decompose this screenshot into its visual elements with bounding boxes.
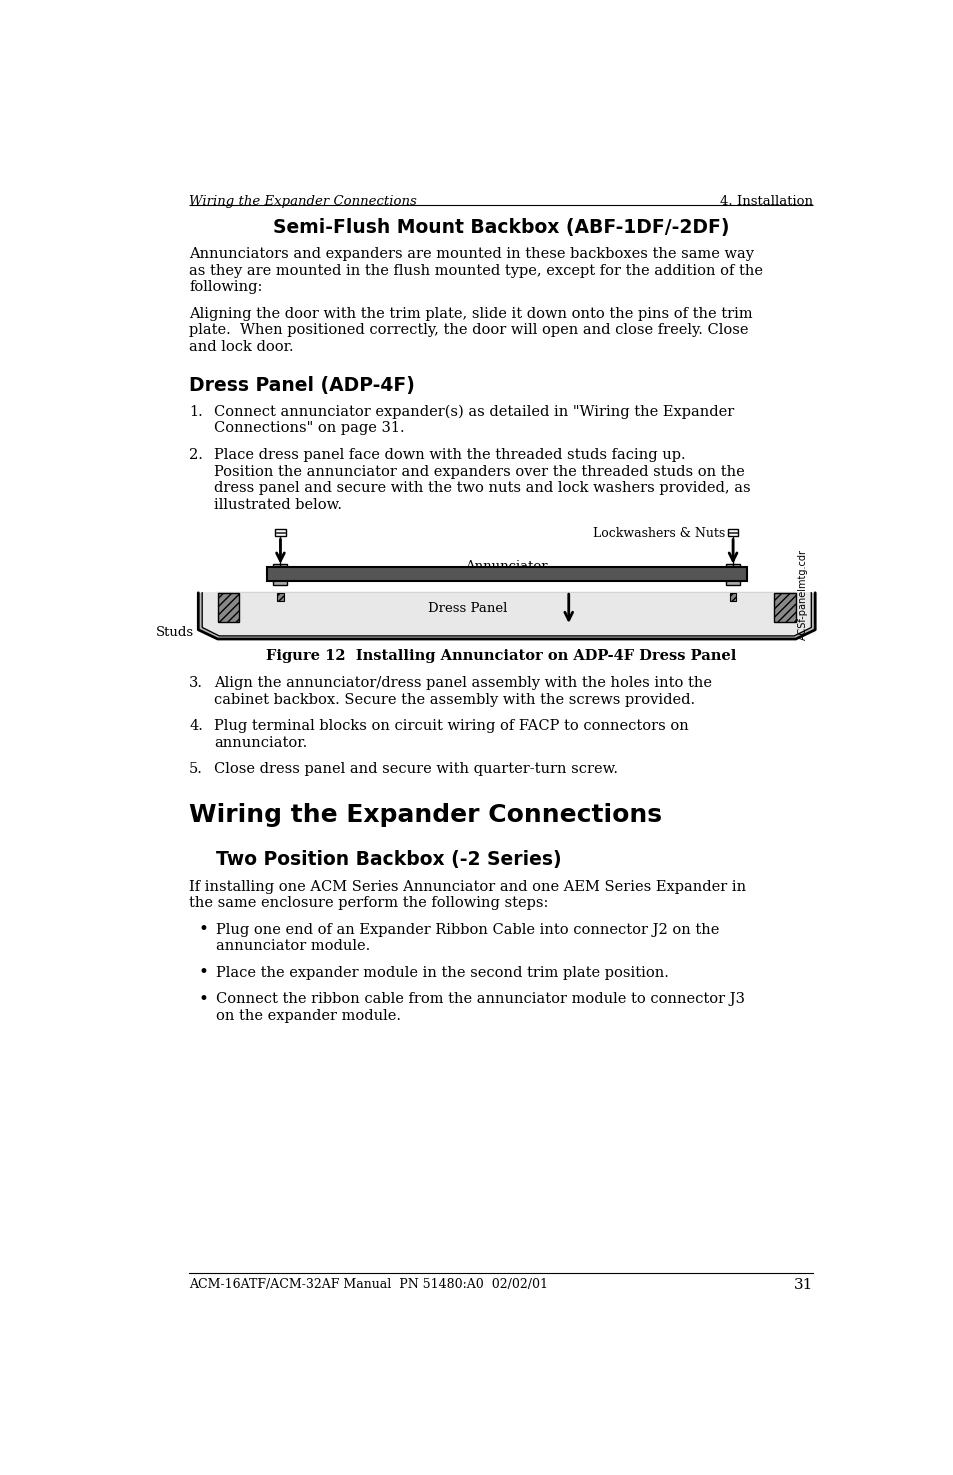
Bar: [217, 593, 795, 622]
Text: the same enclosure perform the following steps:: the same enclosure perform the following…: [189, 897, 548, 910]
Text: following:: following:: [189, 280, 262, 294]
Text: on the expander module.: on the expander module.: [216, 1009, 400, 1024]
Bar: [727, 530, 738, 535]
Bar: [266, 568, 746, 581]
Text: Position the annunciator and expanders over the threaded studs on the: Position the annunciator and expanders o…: [213, 465, 743, 478]
Bar: [217, 593, 239, 622]
Text: Semi-Flush Mount Backbox (ABF-1DF/-2DF): Semi-Flush Mount Backbox (ABF-1DF/-2DF): [273, 218, 728, 237]
Text: Studs: Studs: [156, 625, 194, 639]
Text: Wiring the Expander Connections: Wiring the Expander Connections: [189, 802, 661, 826]
Text: cabinet backbox. Secure the assembly with the screws provided.: cabinet backbox. Secure the assembly wit…: [213, 693, 694, 707]
Text: Align the annunciator/dress panel assembly with the holes into the: Align the annunciator/dress panel assemb…: [213, 676, 711, 690]
Text: 5.: 5.: [189, 763, 203, 776]
Text: •: •: [198, 965, 208, 981]
Text: Lockwashers & Nuts: Lockwashers & Nuts: [593, 528, 724, 540]
Text: 4. Installation: 4. Installation: [720, 195, 812, 208]
Text: Place dress panel face down with the threaded studs facing up.: Place dress panel face down with the thr…: [213, 448, 684, 462]
Text: 2.: 2.: [189, 448, 203, 462]
Polygon shape: [202, 593, 810, 636]
Bar: [773, 593, 795, 622]
Text: Wiring the Expander Connections: Wiring the Expander Connections: [189, 195, 416, 208]
Text: annunciator.: annunciator.: [213, 736, 307, 749]
Bar: [729, 593, 736, 600]
Text: 1.: 1.: [189, 406, 203, 419]
Text: Dress Panel: Dress Panel: [428, 602, 507, 615]
Text: and lock door.: and lock door.: [189, 339, 294, 354]
Text: annunciator module.: annunciator module.: [216, 940, 370, 953]
Text: dress panel and secure with the two nuts and lock washers provided, as: dress panel and secure with the two nuts…: [213, 481, 750, 496]
Text: Annunciators and expanders are mounted in these backboxes the same way: Annunciators and expanders are mounted i…: [189, 248, 753, 261]
Text: 31: 31: [793, 1279, 812, 1292]
Text: Figure 12  Installing Annunciator on ADP-4F Dress Panel: Figure 12 Installing Annunciator on ADP-…: [266, 649, 736, 662]
Bar: [729, 593, 736, 600]
Text: 4.: 4.: [189, 720, 203, 733]
Text: Annunciator: Annunciator: [465, 559, 547, 572]
Text: as they are mounted in the flush mounted type, except for the addition of the: as they are mounted in the flush mounted…: [189, 264, 762, 277]
Bar: [277, 593, 283, 600]
Bar: [274, 563, 287, 586]
Bar: [773, 593, 795, 622]
Text: Two Position Backbox (-2 Series): Two Position Backbox (-2 Series): [216, 851, 561, 869]
Text: ACSf-panelmtg.cdr: ACSf-panelmtg.cdr: [797, 549, 807, 640]
Text: Aligning the door with the trim plate, slide it down onto the pins of the trim: Aligning the door with the trim plate, s…: [189, 307, 752, 320]
Text: plate.  When positioned correctly, the door will open and close freely. Close: plate. When positioned correctly, the do…: [189, 323, 748, 338]
Bar: [274, 530, 286, 535]
Text: Connect the ribbon cable from the annunciator module to connector J3: Connect the ribbon cable from the annunc…: [216, 993, 744, 1006]
Text: •: •: [198, 991, 208, 1007]
Text: 3.: 3.: [189, 676, 203, 690]
Text: Connections" on page 31.: Connections" on page 31.: [213, 422, 404, 435]
Text: ACM-16ATF/ACM-32AF Manual  PN 51480:A0  02/02/01: ACM-16ATF/ACM-32AF Manual PN 51480:A0 02…: [189, 1279, 547, 1291]
Bar: [217, 593, 239, 622]
Text: If installing one ACM Series Annunciator and one AEM Series Expander in: If installing one ACM Series Annunciator…: [189, 879, 745, 894]
Text: illustrated below.: illustrated below.: [213, 497, 341, 512]
Text: Close dress panel and secure with quarter-turn screw.: Close dress panel and secure with quarte…: [213, 763, 618, 776]
Bar: [277, 593, 283, 600]
Bar: [725, 563, 740, 586]
Text: Plug one end of an Expander Ribbon Cable into connector J2 on the: Plug one end of an Expander Ribbon Cable…: [216, 923, 719, 937]
Text: Connect annunciator expander(s) as detailed in "Wiring the Expander: Connect annunciator expander(s) as detai…: [213, 406, 733, 419]
Text: •: •: [198, 922, 208, 938]
Text: Plug terminal blocks on circuit wiring of FACP to connectors on: Plug terminal blocks on circuit wiring o…: [213, 720, 688, 733]
Text: Place the expander module in the second trim plate position.: Place the expander module in the second …: [216, 966, 668, 979]
Polygon shape: [198, 593, 815, 639]
Text: Dress Panel (ADP-4F): Dress Panel (ADP-4F): [189, 376, 415, 395]
